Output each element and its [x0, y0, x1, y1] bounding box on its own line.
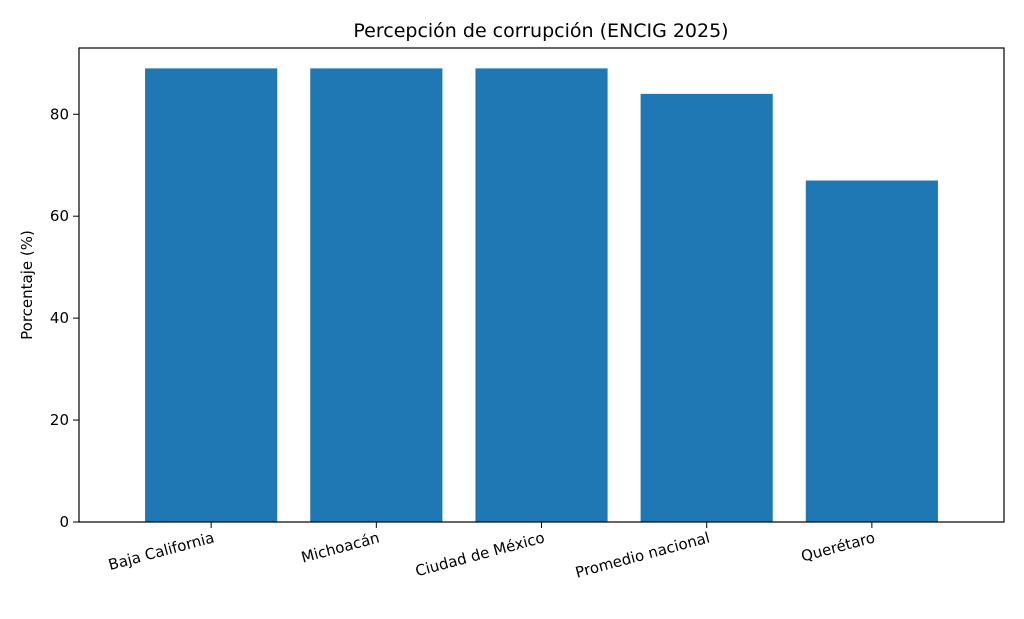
- bar: [475, 68, 608, 523]
- y-tick-label: 0: [59, 513, 69, 531]
- bar: [145, 68, 278, 523]
- x-tick-label: Promedio nacional: [573, 528, 711, 581]
- plot-frame: [78, 47, 1005, 523]
- x-tick-label: Michoacán: [299, 528, 381, 566]
- plot-area: Baja California Michoacán Ciudad de México…: [50, 47, 1005, 582]
- bar: [805, 180, 938, 523]
- y-tick-label: 20: [50, 411, 69, 429]
- y-tick-label: 40: [50, 309, 69, 327]
- x-tick-label: Ciudad de México: [413, 528, 546, 580]
- y-tick-label: 80: [50, 105, 69, 123]
- bar: [640, 93, 773, 522]
- chart-title: Percepción de corrupción (ENCIG 2025): [353, 20, 728, 42]
- x-tick-label: Baja California: [106, 528, 216, 574]
- bar: [310, 68, 443, 523]
- x-tick-label: Querétaro: [799, 528, 877, 565]
- y-tick-label: 60: [50, 207, 69, 225]
- y-axis-label: Porcentaje (%): [18, 230, 36, 340]
